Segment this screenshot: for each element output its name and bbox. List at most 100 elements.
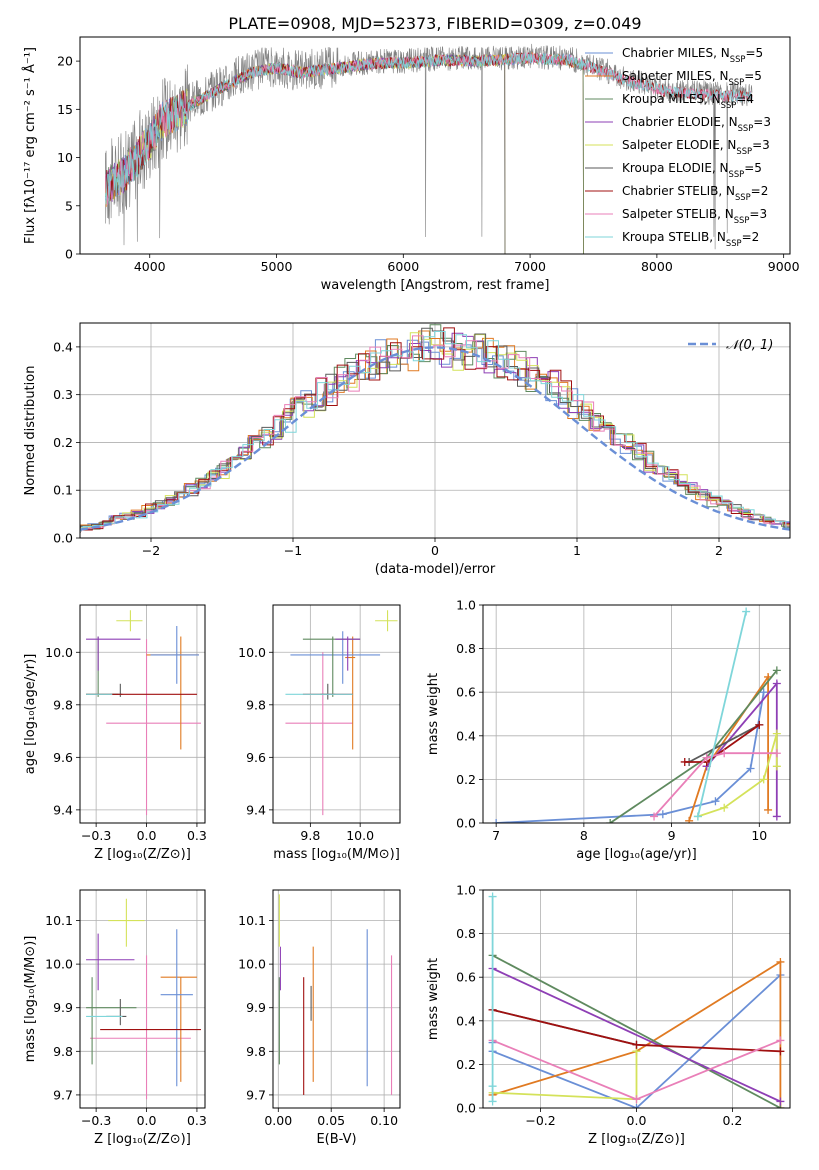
- mass-weight-marker: [776, 1036, 785, 1045]
- mass-weight-marker: [685, 816, 694, 823]
- x-tick-label: −1: [284, 543, 302, 558]
- error-bar-point: [86, 977, 137, 1065]
- normal-distribution-curve: [80, 346, 790, 531]
- error-bar-point: [302, 636, 361, 697]
- mass-weight-line: [492, 967, 781, 1103]
- x-tick-label: −0.3: [81, 1113, 111, 1128]
- x-axis-label: Z [log₁₀(Z/Z⊙)]: [94, 847, 191, 862]
- mass-weight-marker: [632, 1095, 641, 1104]
- legend-entry: Kroupa ELODIE, NSSP=5: [622, 161, 762, 179]
- error-bar-point: [86, 636, 119, 697]
- mass-weight-marker: [632, 1104, 641, 1108]
- mass-weight-marker: [488, 1082, 497, 1091]
- x-tick-label: 0.3: [187, 828, 207, 843]
- x-tick-label: 9000: [768, 259, 800, 274]
- y-tick-label: 9.8: [246, 697, 266, 712]
- residual-histogram-step: [80, 324, 790, 530]
- y-axis-label: mass [log₁₀(M/M⊙)]: [23, 936, 38, 1063]
- legend-entry: Kroupa STELIB, NSSP=2: [622, 230, 759, 248]
- mass-weight-marker: [632, 1040, 641, 1049]
- x-axis-label: mass [log₁₀(M/M⊙)]: [273, 847, 400, 862]
- axes-frame: [272, 604, 401, 824]
- x-tick-label: 0.00: [264, 1113, 292, 1128]
- residual-histogram-step: [80, 331, 790, 534]
- y-tick-label: 9.8: [246, 1044, 266, 1059]
- x-tick-label: 10: [751, 828, 767, 843]
- model-spectrum-line: [105, 52, 584, 254]
- y-tick-label: 0: [65, 247, 73, 262]
- y-tick-label: 0.3: [53, 387, 73, 402]
- mass-weight-marker: [776, 1097, 785, 1106]
- x-tick-label: 0.05: [317, 1113, 345, 1128]
- x-tick-label: 1: [573, 543, 581, 558]
- legend-entry: Salpeter STELIB, NSSP=3: [622, 207, 767, 225]
- legend-entry: Salpeter ELODIE, NSSP=3: [622, 138, 770, 156]
- y-tick-label: 9.6: [53, 750, 73, 765]
- mass-weight-line: [492, 960, 782, 1108]
- x-tick-label: 10.0: [346, 828, 374, 843]
- error-bar-point: [106, 999, 127, 1026]
- mass-weight-marker: [772, 749, 781, 758]
- legend-entry: 𝒩(0, 1): [726, 338, 773, 353]
- error-bar-point: [160, 929, 193, 1087]
- y-tick-label: 9.4: [246, 802, 266, 817]
- mass-weight-line: [697, 611, 747, 817]
- mass-weight-marker: [772, 812, 781, 821]
- y-axis-label: mass weight: [426, 673, 441, 755]
- model-spectrum-line: [105, 51, 584, 254]
- mass-weight-marker: [658, 810, 667, 819]
- axes-frame: [79, 36, 791, 255]
- mass-weight-marker: [759, 688, 768, 697]
- y-axis-label: age [log₁₀(age/yr)]: [23, 654, 38, 775]
- x-tick-label: 0.10: [370, 1113, 398, 1128]
- y-tick-label: 15: [57, 102, 73, 117]
- y-tick-label: 10.0: [45, 645, 73, 660]
- y-tick-label: 0.0: [456, 1101, 476, 1116]
- y-tick-label: 9.7: [53, 1087, 73, 1102]
- y-tick-label: 10.0: [238, 957, 266, 972]
- error-bar-point: [150, 626, 199, 684]
- observed-spectrum-line: [105, 43, 753, 250]
- y-tick-label: 9.9: [53, 1000, 73, 1015]
- error-bar-point: [285, 652, 353, 816]
- axes-frame: [79, 889, 206, 1109]
- y-tick-label: 1.0: [456, 883, 476, 898]
- error-bar-point: [335, 636, 361, 671]
- residual-histogram-step: [80, 327, 790, 534]
- error-bar-point: [86, 636, 141, 671]
- y-tick-label: 0.4: [53, 339, 73, 354]
- model-spectrum-line: [105, 52, 753, 205]
- axes-frame: [79, 322, 791, 539]
- y-tick-label: 0.8: [456, 641, 476, 656]
- y-tick-label: 10.1: [238, 913, 266, 928]
- y-tick-label: 10: [57, 150, 73, 165]
- figure-title: PLATE=0908, MJD=52373, FIBERID=0309, z=0…: [228, 14, 641, 33]
- mass-weight-marker: [488, 892, 497, 901]
- y-tick-label: 9.4: [53, 802, 73, 817]
- x-tick-label: 7: [492, 828, 500, 843]
- error-bar-point: [345, 636, 356, 750]
- mass-weight-line: [688, 724, 760, 763]
- x-axis-label: Z [log₁₀(Z/Z⊙)]: [94, 1132, 191, 1147]
- y-tick-label: 0.6: [456, 970, 476, 985]
- y-tick-label: 9.7: [246, 1087, 266, 1102]
- mass-weight-marker: [742, 607, 751, 616]
- legend-entry: Chabrier STELIB, NSSP=2: [622, 184, 768, 202]
- y-tick-label: 9.9: [246, 1000, 266, 1015]
- legend-entry: Chabrier ELODIE, NSSP=3: [622, 115, 771, 133]
- mass-weight-marker: [746, 764, 755, 773]
- x-tick-label: 0.2: [722, 1113, 742, 1128]
- plot-area: [285, 610, 398, 816]
- residual-histogram-step: [80, 332, 790, 530]
- axes-frame: [79, 604, 206, 824]
- y-tick-label: 0.4: [456, 728, 476, 743]
- mass-weight-marker: [680, 757, 689, 766]
- axes-frame: [482, 889, 791, 1109]
- mass-weight-line: [492, 954, 781, 1108]
- y-axis-label: Flux [fλ10⁻¹⁷ erg cm⁻² s⁻¹ Å⁻¹]: [22, 47, 38, 244]
- mass-weight-marker: [702, 753, 711, 762]
- mass-weight-line: [688, 673, 769, 822]
- y-tick-label: 10.0: [45, 957, 73, 972]
- legend-entry: Salpeter MILES, NSSP=5: [622, 69, 762, 87]
